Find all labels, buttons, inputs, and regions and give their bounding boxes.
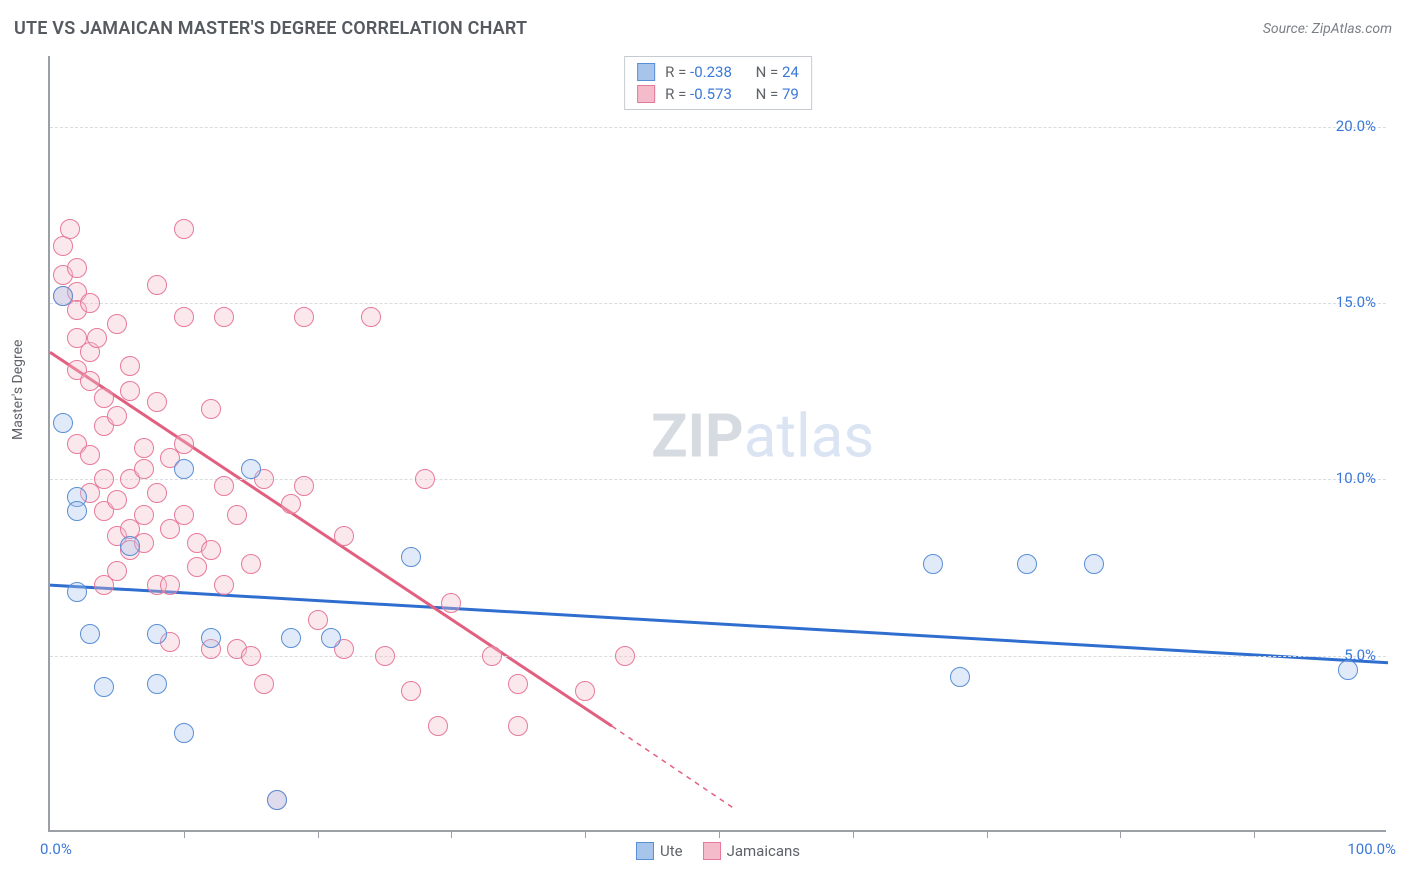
y-tick-label: 10.0% xyxy=(1336,469,1376,487)
scatter-point xyxy=(615,646,635,666)
scatter-point xyxy=(174,505,194,525)
scatter-point xyxy=(415,469,435,489)
n-label: N = 24 xyxy=(756,63,799,81)
scatter-point xyxy=(174,459,194,479)
scatter-point xyxy=(575,681,595,701)
scatter-point xyxy=(94,388,114,408)
scatter-point xyxy=(321,628,341,648)
legend-item-ute: Ute xyxy=(636,842,683,860)
scatter-point xyxy=(107,314,127,334)
scatter-point xyxy=(134,459,154,479)
scatter-point xyxy=(375,646,395,666)
trend-lines xyxy=(50,56,1388,832)
scatter-point xyxy=(214,575,234,595)
scatter-point xyxy=(80,371,100,391)
series-legend: Ute Jamaicans xyxy=(636,842,800,860)
scatter-point xyxy=(107,406,127,426)
source-label: Source: ZipAtlas.com xyxy=(1263,21,1392,37)
scatter-point xyxy=(241,646,261,666)
legend-label: Jamaicans xyxy=(727,842,800,860)
y-axis-label: Master's Degree xyxy=(10,340,26,440)
x-tick xyxy=(318,830,319,838)
scatter-point xyxy=(201,540,221,560)
scatter-point xyxy=(87,328,107,348)
x-tick-label: 100.0% xyxy=(1347,840,1396,858)
correlation-row-ute: R = -0.238 N = 24 xyxy=(637,61,799,83)
scatter-point xyxy=(201,628,221,648)
trend-line xyxy=(612,726,732,807)
scatter-point xyxy=(174,434,194,454)
gridline xyxy=(50,127,1386,128)
scatter-point xyxy=(441,593,461,613)
x-tick xyxy=(585,830,586,838)
y-tick-label: 15.0% xyxy=(1336,293,1376,311)
scatter-point xyxy=(94,469,114,489)
chart-title: UTE VS JAMAICAN MASTER'S DEGREE CORRELAT… xyxy=(14,18,527,39)
scatter-point xyxy=(174,723,194,743)
chart-plot-area: ZIPatlas R = -0.238 N = 24 R = -0.573 N … xyxy=(48,56,1386,832)
scatter-point xyxy=(308,610,328,630)
scatter-point xyxy=(94,677,114,697)
scatter-point xyxy=(923,554,943,574)
scatter-point xyxy=(482,646,502,666)
scatter-point xyxy=(134,505,154,525)
scatter-point xyxy=(254,674,274,694)
swatch-ute xyxy=(636,842,654,860)
scatter-point xyxy=(174,307,194,327)
scatter-point xyxy=(147,674,167,694)
x-tick xyxy=(1120,830,1121,838)
n-label: N = 79 xyxy=(756,85,799,103)
x-tick xyxy=(719,830,720,838)
scatter-point xyxy=(174,219,194,239)
scatter-point xyxy=(281,494,301,514)
scatter-point xyxy=(950,667,970,687)
scatter-point xyxy=(67,582,87,602)
y-tick-label: 20.0% xyxy=(1336,117,1376,135)
scatter-point xyxy=(147,392,167,412)
scatter-point xyxy=(281,628,301,648)
r-label: R = -0.238 xyxy=(665,63,732,81)
scatter-point xyxy=(361,307,381,327)
scatter-point xyxy=(60,219,80,239)
swatch-jamaicans xyxy=(703,842,721,860)
scatter-point xyxy=(107,561,127,581)
scatter-point xyxy=(241,459,261,479)
scatter-point xyxy=(214,307,234,327)
scatter-point xyxy=(80,293,100,313)
scatter-point xyxy=(134,438,154,458)
scatter-point xyxy=(1338,660,1358,680)
legend-label: Ute xyxy=(660,842,683,860)
legend-item-jamaicans: Jamaicans xyxy=(703,842,800,860)
x-tick xyxy=(1254,830,1255,838)
scatter-point xyxy=(1084,554,1104,574)
scatter-point xyxy=(227,505,247,525)
correlation-legend: R = -0.238 N = 24 R = -0.573 N = 79 xyxy=(624,56,812,110)
scatter-point xyxy=(241,554,261,574)
x-tick xyxy=(184,830,185,838)
x-tick-label: 0.0% xyxy=(40,840,72,858)
swatch-jamaicans xyxy=(637,85,655,103)
swatch-ute xyxy=(637,63,655,81)
scatter-point xyxy=(401,547,421,567)
scatter-point xyxy=(67,258,87,278)
gridline xyxy=(50,479,1386,480)
r-label: R = -0.573 xyxy=(665,85,732,103)
scatter-point xyxy=(201,399,221,419)
scatter-point xyxy=(1017,554,1037,574)
scatter-point xyxy=(67,501,87,521)
scatter-point xyxy=(334,526,354,546)
x-tick xyxy=(451,830,452,838)
x-tick xyxy=(853,830,854,838)
gridline xyxy=(50,303,1386,304)
scatter-point xyxy=(80,445,100,465)
x-tick xyxy=(987,830,988,838)
correlation-row-jamaicans: R = -0.573 N = 79 xyxy=(637,83,799,105)
